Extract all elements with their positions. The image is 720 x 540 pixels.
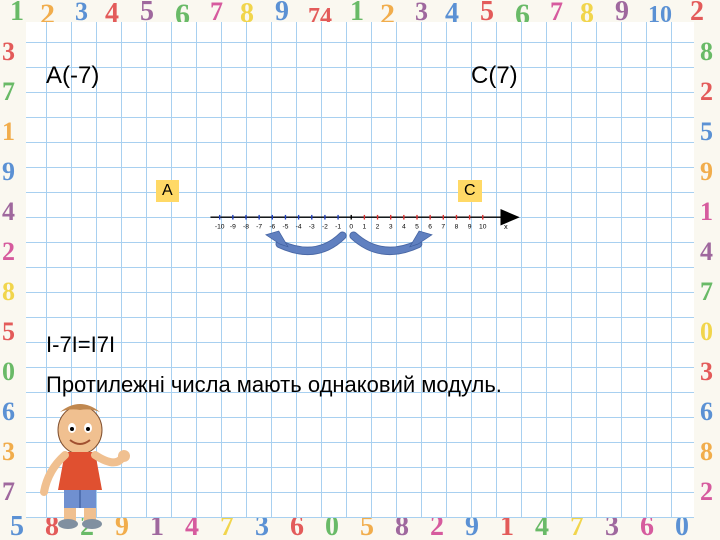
point-a-label: А(-7)	[46, 62, 99, 90]
svg-text:6: 6	[2, 397, 15, 426]
tick-label: 8	[455, 223, 459, 230]
svg-text:7: 7	[700, 277, 713, 306]
tick-label: -8	[243, 223, 249, 230]
point-c-label: С(7)	[471, 62, 518, 90]
svg-text:4: 4	[2, 197, 15, 226]
tick-label: 3	[389, 223, 393, 230]
tick-label: -6	[269, 223, 275, 230]
marker-a: А	[156, 180, 179, 202]
tick-label: 2	[376, 223, 380, 230]
tick-label: 9	[468, 223, 472, 230]
svg-text:8: 8	[2, 277, 15, 306]
number-line: -10-9-8-7-6-5-4-3-2-1012345678910 х	[36, 208, 684, 268]
svg-text:1: 1	[10, 0, 24, 27]
svg-text:5: 5	[2, 317, 15, 346]
tick-label: 7	[441, 223, 445, 230]
svg-text:6: 6	[700, 397, 713, 426]
svg-text:0: 0	[2, 357, 15, 386]
tick-label: 5	[415, 223, 419, 230]
marker-c: С	[458, 180, 482, 202]
svg-text:1: 1	[700, 197, 713, 226]
tick-label: -1	[335, 223, 341, 230]
arrow-to-positive	[354, 231, 432, 251]
tick-label: -3	[309, 223, 315, 230]
tick-label: 1	[363, 223, 367, 230]
tick-label: -9	[230, 223, 236, 230]
svg-text:2: 2	[700, 77, 713, 106]
tick-label: 6	[428, 223, 432, 230]
tick-label: -2	[322, 223, 328, 230]
tick-label: -10	[215, 223, 225, 230]
svg-text:3: 3	[2, 37, 15, 66]
svg-text:7: 7	[2, 77, 15, 106]
equation-text: І-7І=І7І	[46, 332, 115, 358]
svg-text:5: 5	[10, 511, 24, 540]
arrow-to-negative	[266, 231, 343, 251]
svg-text:2: 2	[700, 477, 713, 506]
axis-label: х	[504, 222, 508, 231]
svg-text:8: 8	[700, 437, 713, 466]
svg-text:2: 2	[2, 237, 15, 266]
svg-text:9: 9	[2, 157, 15, 186]
statement-text: Протилежні числа мають однаковий модуль.	[46, 372, 502, 398]
svg-text:7: 7	[2, 477, 15, 506]
tick-label: 4	[402, 223, 406, 230]
tick-label: -5	[282, 223, 288, 230]
svg-text:0: 0	[700, 317, 713, 346]
svg-text:4: 4	[700, 237, 713, 266]
svg-text:9: 9	[700, 157, 713, 186]
slide-frame: 1 2 3 4 5 6 7 8 9 7 4 1 2 3 4 5 6 7 8 9 1…	[0, 0, 720, 540]
tick-label: 10	[479, 223, 487, 230]
svg-text:3: 3	[2, 437, 15, 466]
cartoon-character	[30, 400, 140, 530]
tick-label: 0	[349, 223, 353, 230]
tick-label: -4	[296, 223, 302, 230]
svg-text:1: 1	[2, 117, 15, 146]
svg-text:8: 8	[700, 37, 713, 66]
tick-label: -7	[256, 223, 262, 230]
svg-text:5: 5	[700, 117, 713, 146]
svg-text:3: 3	[700, 357, 713, 386]
